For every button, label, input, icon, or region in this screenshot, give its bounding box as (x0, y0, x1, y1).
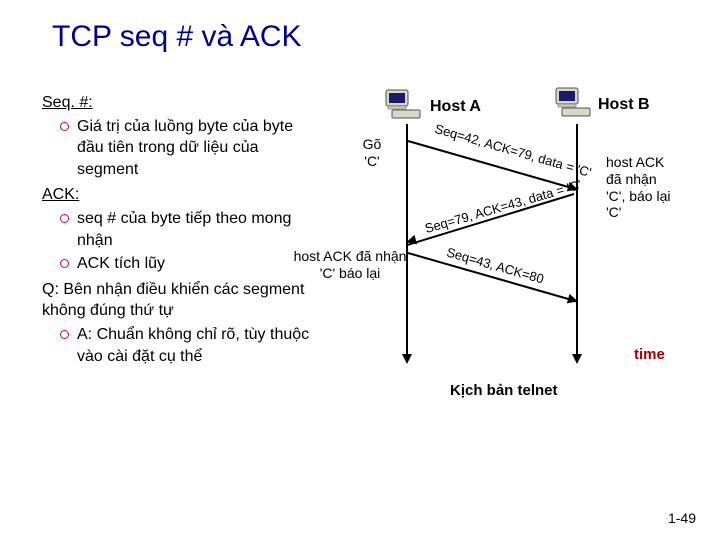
host-a-label: Host A (430, 98, 481, 116)
message-3-label: Seq=43, ACK=80 (445, 244, 546, 286)
host-b-label: Host B (598, 96, 650, 114)
note-line: đã nhận (606, 171, 657, 187)
bullet-icon (60, 259, 69, 268)
bullet-icon (60, 122, 69, 131)
seq-bullet-row: Giá trị của luồng byte của byte đầu tiên… (42, 116, 312, 181)
slide-number: 1-49 (668, 510, 696, 526)
note-line: 'C' (364, 153, 379, 169)
seq-bullet-text: Giá trị của luồng byte của byte đầu tiên… (77, 116, 312, 181)
bullet-icon (60, 330, 69, 339)
note-type-c: Gõ 'C' (352, 136, 392, 170)
note-echo-ack: host ACK đã nhận 'C' báo lại (290, 248, 410, 282)
ack-bullet-1: seq # của byte tiếp theo mong nhận (42, 208, 312, 251)
question-text: Q: Bên nhận điều khiển các segment không… (42, 279, 312, 322)
time-label: time (634, 346, 665, 363)
note-line: host ACK (606, 154, 664, 170)
timeline-b (576, 124, 578, 356)
sequence-diagram: Host A Host B Seq=42, ACK=79, data = 'C'… (330, 88, 690, 408)
note-host-ack: host ACK đã nhận 'C', báo lại 'C' (606, 154, 688, 221)
arrow-down-icon (572, 354, 582, 364)
answer-text: A: Chuẩn không chỉ rõ, tùy thuộc vào cài… (77, 324, 312, 367)
bullet-icon (60, 214, 69, 223)
arrow-down-icon (402, 354, 412, 364)
ack-bullet-2: ACK tích lũy (42, 253, 312, 275)
slide-title: TCP seq # và ACK (52, 20, 302, 54)
ack-bullet1-text: seq # của byte tiếp theo mong nhận (77, 208, 312, 251)
note-line: 'C' báo lại (320, 265, 381, 281)
computer-icon (384, 88, 424, 120)
seq-heading: Seq. #: (42, 92, 312, 114)
computer-icon (554, 86, 594, 118)
answer-row: A: Chuẩn không chỉ rõ, tùy thuộc vào cài… (42, 324, 312, 367)
arrow-left-icon (405, 235, 417, 247)
note-line: 'C', báo lại (606, 188, 671, 204)
message-2-label: Seq=79, ACK=43, data = 'C' (423, 177, 583, 236)
text-column: Seq. #: Giá trị của luồng byte của byte … (42, 92, 312, 367)
ack-heading: ACK: (42, 184, 312, 206)
note-line: host ACK đã nhận (294, 248, 407, 264)
note-line: 'C' (606, 204, 621, 220)
scenario-caption: Kịch bản telnet (450, 382, 558, 399)
note-line: Gõ (363, 136, 382, 152)
ack-bullet2-text: ACK tích lũy (77, 253, 312, 275)
